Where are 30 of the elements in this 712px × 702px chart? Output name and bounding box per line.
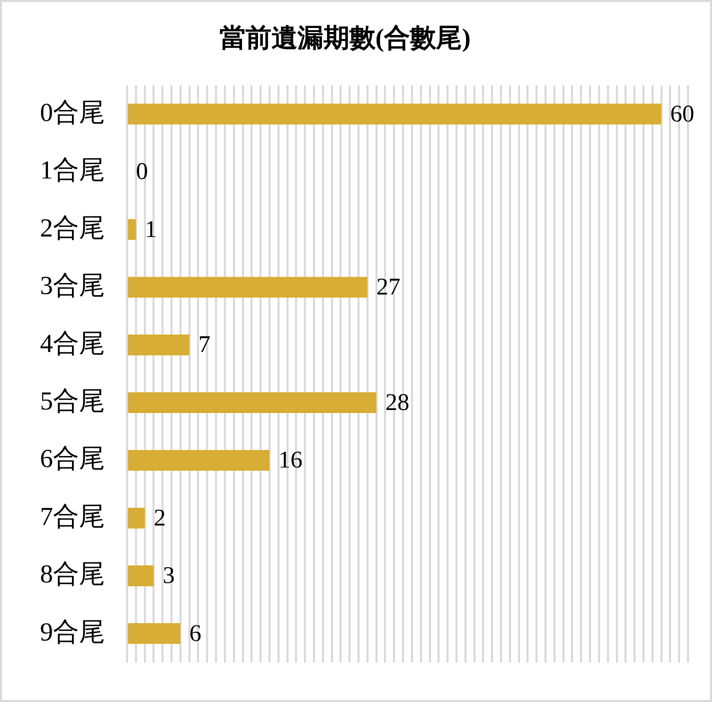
y-tick-label: 0合尾 [40,98,105,127]
data-label: 2 [154,505,166,532]
bar [128,565,154,586]
bar [128,276,368,298]
y-tick-label: 7合尾 [40,502,105,531]
data-label: 28 [385,390,410,416]
chart-title: 當前遺漏期數(合數尾) [219,23,471,52]
data-label: 16 [278,448,302,474]
y-tick-label: 8合尾 [40,560,105,589]
bar [128,219,136,240]
data-label: 27 [376,274,400,301]
data-label: 0 [136,159,148,186]
y-tick-label: 6合尾 [40,444,105,474]
data-label: 1 [144,216,157,243]
data-label: 3 [162,563,175,590]
data-label: 6 [189,620,202,647]
bar [128,392,376,414]
y-tick-label: 4合尾 [40,328,105,358]
data-label: 7 [198,332,210,358]
y-tick-label: 9合尾 [40,617,105,646]
y-tick-label: 5合尾 [40,386,105,416]
bar [128,623,180,644]
bar [128,334,190,356]
bar [128,104,662,124]
bar [128,508,145,528]
y-tick-label: 2合尾 [40,213,105,242]
y-tick-label: 3合尾 [40,271,105,300]
bar [128,450,270,471]
data-label: 60 [670,101,694,128]
y-tick-label: 1合尾 [40,156,105,185]
